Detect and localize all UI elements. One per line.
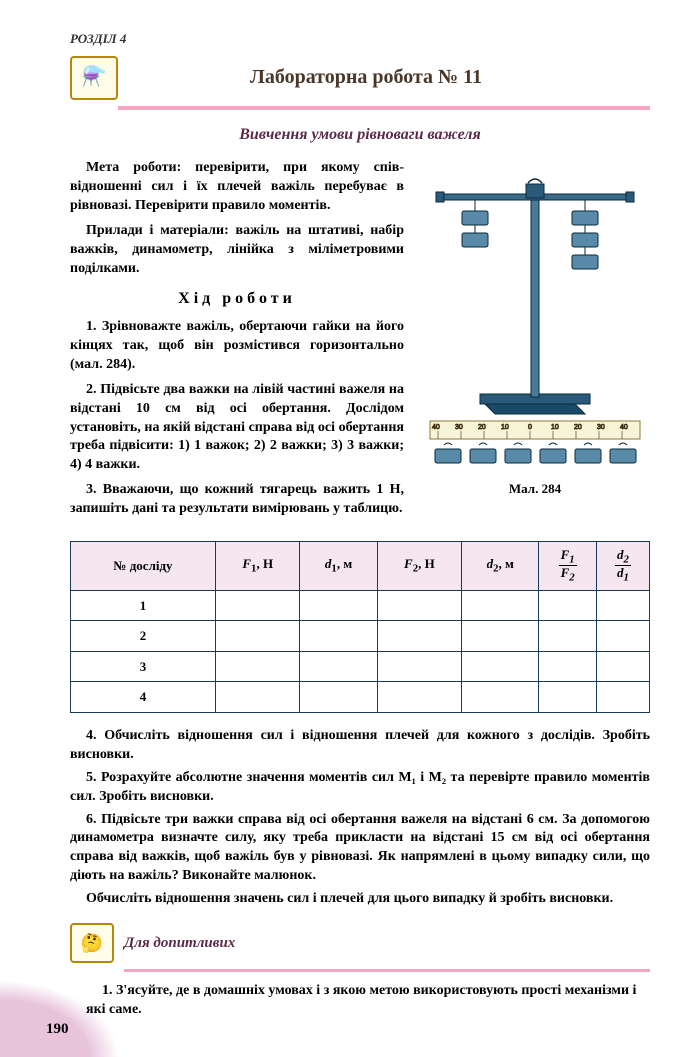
divider-pink-small	[124, 969, 650, 972]
th-f1: F1, Н	[215, 541, 299, 590]
svg-text:30: 30	[455, 424, 463, 431]
step-1: 1. Зрівноважте важіль, обертаючи гай­ки …	[70, 318, 404, 375]
th-d1: d1, м	[300, 541, 377, 590]
step-final: Обчисліть відношення значень сил і плече…	[70, 890, 650, 909]
lab-title: Лабораторна робота № 11	[130, 64, 602, 91]
table-row: 2	[71, 621, 650, 652]
lab-icon: ⚗️	[70, 56, 118, 100]
curious-icon: 🤔	[70, 923, 114, 963]
curious-title: Для допитливих	[124, 933, 235, 953]
para-meta: Мета роботи: перевірити, при якому спів­…	[70, 159, 404, 216]
th-ratio-f: F1F2	[539, 541, 597, 590]
table-row: 3	[71, 651, 650, 682]
figure-column: 40 30 20 10 0 10 20 30 40 Мал. 284	[420, 159, 650, 525]
procedure-heading: Хід роботи	[70, 288, 404, 310]
section-label: РОЗДІЛ 4	[70, 30, 650, 48]
title-block: Лабораторна робота № 11	[130, 64, 650, 91]
curious-text: 1. З'ясуйте, де в домашніх умовах і з як…	[70, 982, 650, 1020]
text-column: Мета роботи: перевірити, при якому спів­…	[70, 159, 404, 525]
results-table: № досліду F1, Н d1, м F2, Н d2, м F1F2 d…	[70, 541, 650, 713]
svg-text:20: 20	[478, 424, 486, 431]
step-3: 3. Вважаючи, що кожний тягарець ва­жить …	[70, 481, 404, 519]
step-2: 2. Підвісьте два важки на лівій частині …	[70, 381, 404, 475]
divider-pink	[118, 106, 650, 110]
curious-row: 🤔 Для допитливих	[70, 923, 650, 963]
th-d2: d2, м	[462, 541, 539, 590]
title-row: ⚗️ Лабораторна робота № 11	[70, 56, 650, 100]
svg-text:10: 10	[551, 424, 559, 431]
th-f2: F2, Н	[377, 541, 461, 590]
para-tools: Прилади і матеріали: важіль на шта­тиві,…	[70, 222, 404, 279]
subtitle: Вивчення умови рівноваги важеля	[70, 124, 650, 146]
svg-text:10: 10	[501, 424, 509, 431]
step-5: 5. Розрахуйте абсолютне значення моменті…	[70, 769, 650, 807]
th-num: № досліду	[71, 541, 216, 590]
svg-text:30: 30	[597, 424, 605, 431]
table-row: 4	[71, 682, 650, 713]
svg-text:40: 40	[432, 424, 440, 431]
svg-text:20: 20	[574, 424, 582, 431]
step-4: 4. Обчисліть відношення сил і відношення…	[70, 727, 650, 765]
page-number: 190	[46, 1019, 69, 1039]
bottom-text: 4. Обчисліть відношення сил і відношення…	[70, 727, 650, 909]
th-ratio-d: d2d1	[596, 541, 649, 590]
figure-caption: Мал. 284	[420, 480, 650, 498]
page-content: РОЗДІЛ 4 ⚗️ Лабораторна робота № 11 Вивч…	[0, 0, 700, 1057]
table-row: 1	[71, 590, 650, 621]
step-6: 6. Підвісьте три важки справа від осі об…	[70, 811, 650, 887]
svg-text:0: 0	[528, 424, 532, 431]
lever-figure: 40 30 20 10 0 10 20 30 40	[420, 159, 650, 469]
content-row: Мета роботи: перевірити, при якому спів­…	[70, 159, 650, 525]
svg-text:40: 40	[620, 424, 628, 431]
